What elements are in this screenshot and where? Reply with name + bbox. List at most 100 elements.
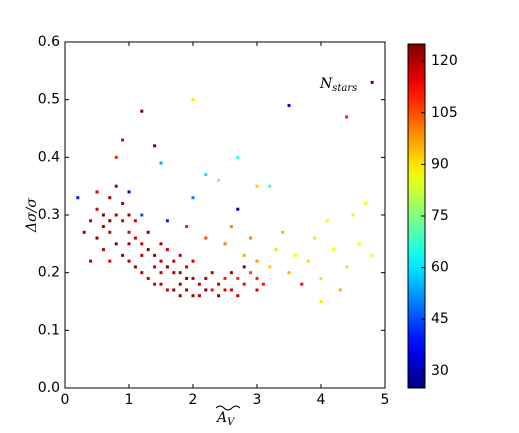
point	[153, 282, 157, 286]
point	[140, 253, 144, 257]
x-tick-label: 4	[317, 392, 326, 408]
point	[229, 225, 233, 229]
point	[236, 294, 240, 298]
point	[185, 288, 189, 292]
point	[306, 259, 310, 263]
y-tick-label: 0.1	[38, 322, 60, 338]
point	[319, 276, 323, 280]
x-tick-label: 5	[381, 392, 390, 408]
point	[217, 294, 221, 298]
point	[114, 155, 118, 159]
point	[293, 253, 297, 257]
tilde	[215, 405, 241, 411]
point	[121, 253, 125, 257]
point	[140, 109, 144, 113]
point	[114, 213, 118, 217]
point	[197, 294, 201, 298]
point	[159, 161, 163, 165]
x-tick-label: 2	[189, 392, 198, 408]
point	[101, 213, 105, 217]
point	[204, 173, 208, 177]
point	[223, 276, 227, 280]
point	[121, 201, 125, 205]
colorbar-tick-label: 90	[431, 156, 449, 172]
colorbar-tick-label: 120	[431, 53, 458, 69]
point	[249, 271, 253, 275]
point	[204, 276, 208, 280]
point	[197, 282, 201, 286]
y-tick-label: 0.4	[38, 149, 60, 165]
point	[133, 265, 137, 269]
point	[351, 213, 355, 217]
point	[140, 213, 144, 217]
point	[229, 288, 233, 292]
point	[127, 230, 131, 234]
point	[159, 259, 163, 263]
point	[127, 213, 131, 217]
point	[127, 259, 131, 263]
point	[332, 248, 336, 252]
point	[236, 276, 240, 280]
point	[153, 144, 157, 148]
point	[191, 98, 195, 102]
point	[121, 138, 125, 142]
point	[172, 259, 176, 263]
point	[153, 253, 157, 257]
point	[268, 184, 272, 188]
point	[255, 276, 259, 280]
point	[178, 294, 182, 298]
point	[268, 265, 272, 269]
point	[338, 288, 342, 292]
point	[319, 300, 323, 303]
point	[108, 230, 112, 234]
point	[242, 265, 246, 269]
point	[242, 253, 246, 257]
point	[153, 265, 157, 269]
point	[89, 259, 93, 263]
point	[133, 236, 137, 240]
point	[255, 259, 259, 263]
point	[133, 219, 137, 223]
point	[255, 184, 259, 188]
colorbar-tick-label: 105	[431, 105, 458, 121]
point	[82, 230, 86, 234]
point	[325, 219, 329, 223]
point	[287, 271, 291, 275]
point	[89, 219, 93, 223]
point	[172, 271, 176, 275]
point	[242, 282, 246, 286]
x-tick-label: 0	[61, 392, 70, 408]
point	[345, 265, 349, 269]
point	[95, 207, 99, 211]
point	[191, 196, 195, 200]
point	[185, 225, 189, 229]
y-tick-label: 0.5	[38, 92, 60, 108]
point	[236, 207, 240, 211]
point	[101, 248, 105, 252]
colorbar-tick-label: 60	[431, 260, 449, 276]
point	[95, 190, 99, 194]
point	[140, 271, 144, 275]
point	[255, 288, 259, 292]
point	[165, 248, 169, 252]
x-tick-label: 1	[125, 392, 134, 408]
point	[159, 271, 163, 275]
point	[261, 282, 265, 286]
point	[140, 242, 144, 246]
y-tick-label: 0.6	[38, 34, 60, 50]
point	[185, 276, 189, 280]
point	[165, 288, 169, 292]
x-axis-label: AV	[215, 410, 236, 428]
point	[114, 242, 118, 246]
point	[146, 276, 150, 280]
colorbar-tick-label: 45	[431, 311, 449, 327]
point	[223, 242, 227, 246]
point	[146, 230, 150, 234]
point	[172, 288, 176, 292]
point	[114, 184, 118, 188]
point	[300, 282, 304, 286]
plot-frame	[64, 41, 386, 389]
point	[165, 265, 169, 269]
point	[236, 155, 240, 159]
